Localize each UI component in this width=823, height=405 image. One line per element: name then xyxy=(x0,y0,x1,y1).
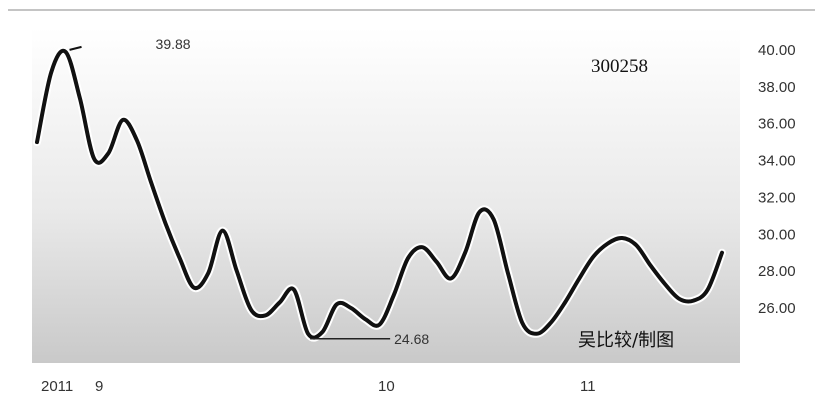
y-tick-label: 34.00 xyxy=(758,153,796,170)
y-tick-label: 40.00 xyxy=(758,42,796,59)
x-tick-label: 9 xyxy=(95,378,103,395)
y-tick-label: 26.00 xyxy=(758,300,796,317)
y-tick-label: 28.00 xyxy=(758,263,796,280)
stock-code-label: 300258 xyxy=(591,56,648,77)
x-tick-label: 10 xyxy=(378,378,395,395)
x-tick-label: 2011 xyxy=(41,378,73,395)
y-tick-label: 38.00 xyxy=(758,79,796,96)
x-tick-label: 11 xyxy=(580,378,596,395)
annotation-layer: 39.88 24.68 xyxy=(69,36,429,347)
y-tick-label: 30.00 xyxy=(758,226,796,243)
low-value-label: 24.68 xyxy=(394,331,429,347)
high-marker-line xyxy=(69,45,82,51)
y-tick-label: 36.00 xyxy=(758,116,796,133)
y-axis: 40.00 38.00 36.00 34.00 32.00 30.00 28.00 26.00 xyxy=(758,42,796,317)
series-line xyxy=(35,48,724,340)
series-layer xyxy=(33,46,726,342)
x-axis: 2011 9 10 11 xyxy=(41,378,596,395)
credit-label: 吴比较/制图 xyxy=(578,330,674,351)
y-tick-label: 32.00 xyxy=(758,189,796,206)
high-value-label: 39.88 xyxy=(156,36,191,52)
